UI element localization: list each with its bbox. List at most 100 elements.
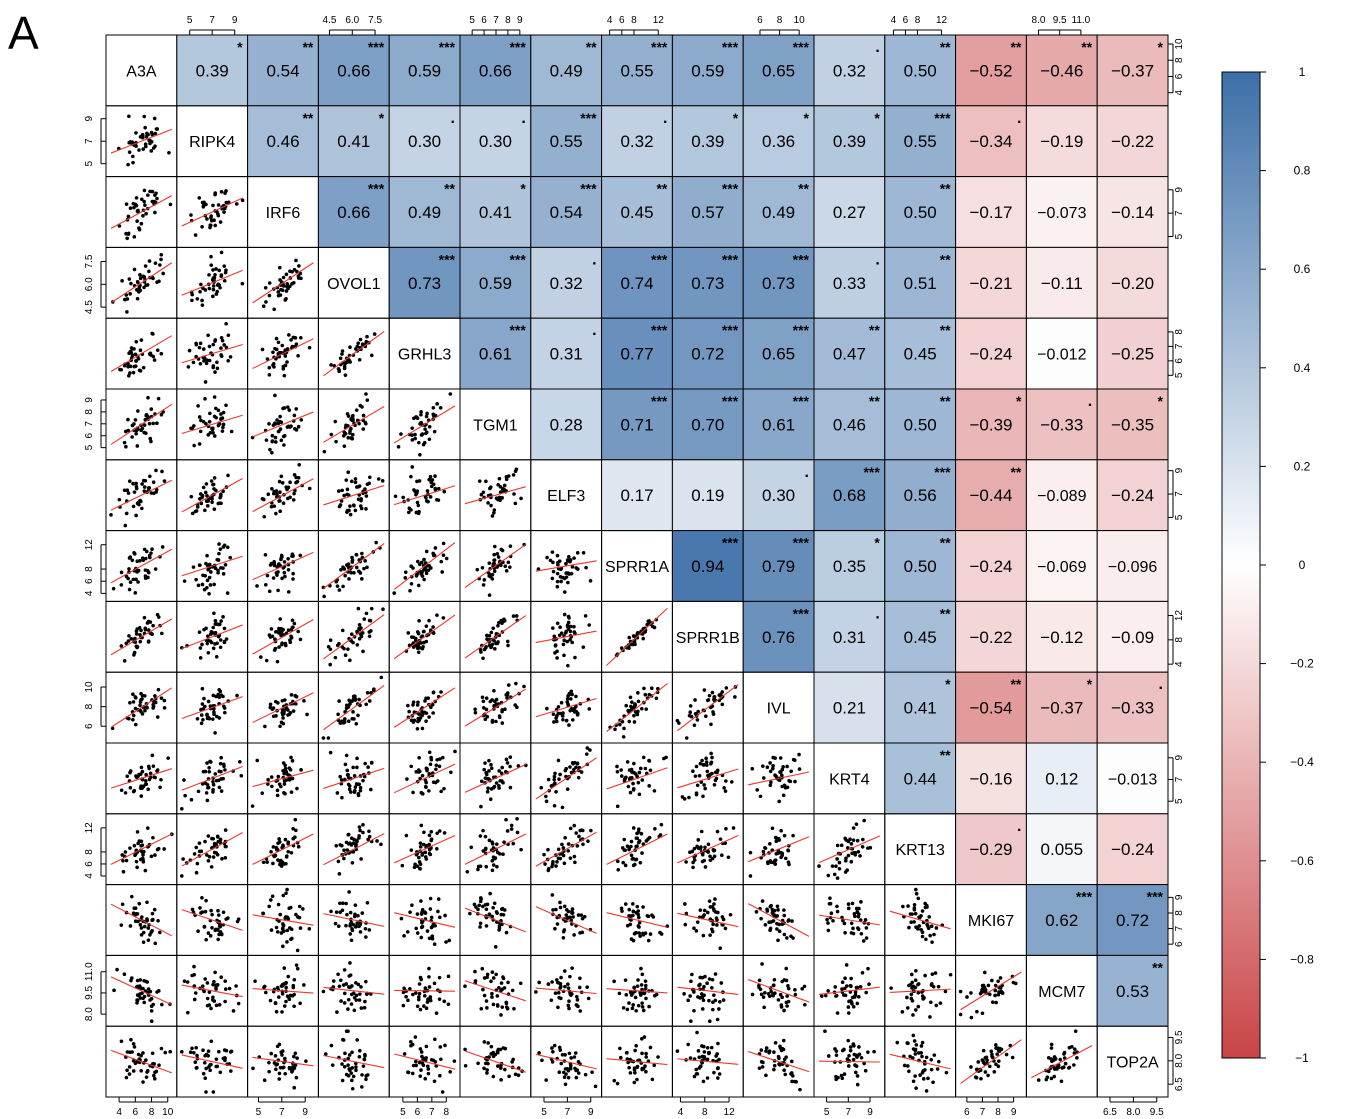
scatter-point — [414, 574, 419, 578]
scatter-point — [572, 630, 577, 634]
scatter-cell — [247, 459, 319, 532]
scatter-point — [146, 987, 151, 991]
scatter-point — [556, 1005, 560, 1010]
scatter-point — [142, 275, 146, 279]
scatter-point — [578, 828, 582, 833]
scatter-point — [415, 912, 420, 916]
scatter-point — [786, 986, 791, 991]
scatter-point — [139, 197, 144, 202]
scatter-point — [214, 1057, 219, 1061]
significance-stars: *** — [1147, 889, 1164, 905]
scatter-point — [342, 856, 346, 861]
scatter-point — [566, 986, 571, 990]
scatter-point — [142, 430, 146, 435]
significance-stars: . — [1017, 818, 1021, 835]
scatter-point — [192, 1050, 196, 1055]
scatter-point — [122, 659, 127, 663]
scatter-point — [708, 933, 712, 937]
correlation-cell: 0.31. — [813, 600, 886, 673]
scatter-point — [786, 848, 791, 853]
scatter-point — [294, 258, 298, 263]
scatter-point — [213, 338, 218, 342]
scatter-point — [162, 847, 166, 851]
scatter-point — [803, 1002, 807, 1007]
scatter-point — [132, 843, 137, 848]
scatter-point — [361, 778, 365, 783]
scatter-point — [134, 632, 139, 636]
scatter-point — [205, 798, 210, 803]
scatter-point — [212, 611, 216, 616]
scatter-point — [832, 872, 837, 877]
scatter-point — [439, 559, 444, 564]
scatter-point — [213, 273, 217, 277]
scatter-point — [223, 710, 227, 715]
scatter-point — [581, 842, 585, 847]
scatter-point — [130, 558, 135, 563]
scatter-point — [283, 698, 287, 702]
scatter-point — [217, 785, 222, 790]
scatter-point — [198, 906, 202, 910]
scatter-point — [348, 504, 352, 508]
scatter-point — [427, 789, 431, 793]
scatter-point — [555, 860, 559, 864]
scatter-point — [206, 333, 210, 338]
scatter-point — [298, 926, 303, 930]
scatter-point — [932, 932, 936, 937]
scatter-point — [189, 797, 194, 802]
scatter-point — [206, 634, 210, 638]
scatter-point — [140, 915, 144, 919]
scatter-point — [352, 774, 357, 778]
scatter-point — [551, 712, 556, 716]
scatter-point — [495, 551, 500, 556]
scatter-cell — [530, 671, 603, 744]
scatter-point — [180, 874, 184, 878]
scatter-point — [555, 621, 560, 626]
scatter-point — [138, 273, 142, 277]
scatter-point — [275, 788, 280, 793]
scatter-point — [284, 891, 288, 896]
significance-stars: . — [1088, 393, 1092, 410]
significance-stars: *** — [722, 535, 739, 551]
scatter-point — [615, 652, 620, 656]
scatter-point — [437, 764, 442, 769]
scatter-point — [215, 289, 220, 294]
scatter-point — [274, 511, 278, 516]
scatter-point — [921, 997, 925, 1001]
regression-line — [748, 771, 810, 786]
scatter-point — [342, 991, 347, 996]
regression-line — [464, 688, 527, 727]
scatter-point — [281, 716, 285, 720]
scatter-point — [268, 563, 273, 567]
scatter-point — [580, 930, 585, 935]
scatter-point — [770, 907, 775, 912]
scatter-point — [490, 698, 494, 702]
scatter-point — [148, 436, 153, 441]
significance-stars: *** — [651, 39, 668, 55]
scatter-point — [631, 902, 635, 906]
scatter-point — [128, 770, 132, 775]
scatter-point — [127, 587, 132, 592]
correlation-value: 0.61 — [762, 415, 795, 434]
scatter-point — [211, 855, 216, 859]
scatter-point — [120, 902, 125, 907]
scatter-point — [347, 508, 351, 513]
scatter-point — [789, 934, 793, 939]
scatter-point — [151, 332, 155, 336]
scatter-point — [515, 817, 519, 821]
scatter-cell — [459, 813, 532, 886]
scatter-point — [267, 365, 272, 370]
scatter-point — [182, 579, 187, 583]
scatter-point — [508, 764, 512, 769]
scatter-point — [153, 567, 158, 571]
scatter-point — [448, 392, 453, 396]
scatter-point — [566, 842, 571, 846]
correlation-fill — [884, 105, 956, 177]
scatter-point — [349, 1002, 354, 1006]
scatter-point — [701, 794, 705, 799]
scatter-point — [748, 850, 753, 855]
scatter-point — [263, 285, 268, 290]
scatter-point — [267, 421, 271, 426]
scatter-point — [322, 594, 326, 599]
scatter-point — [850, 901, 855, 906]
scatter-point — [201, 203, 206, 208]
